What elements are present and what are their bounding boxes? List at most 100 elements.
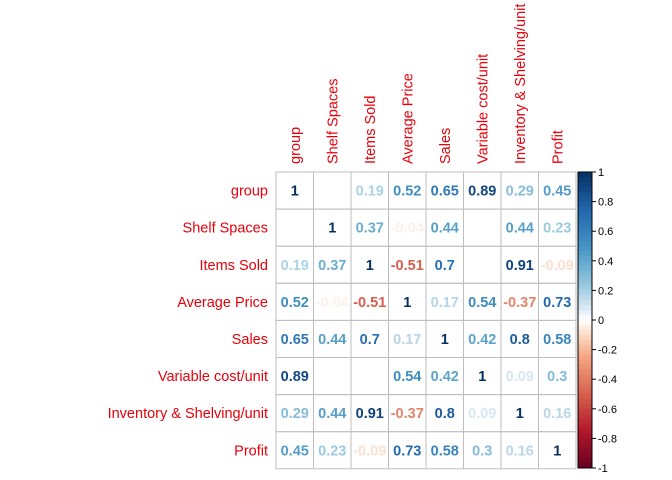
colorbar-segment [578,181,592,188]
colorbar-segment [578,231,592,237]
cell-value: 0.19 [281,258,309,274]
cell-value: 0.42 [431,369,459,385]
colorbar-segment [578,374,592,380]
cell-value: 0.23 [543,221,571,237]
cell-value: 0.65 [431,184,459,200]
row-label-shelf-spaces: Shelf Spaces [183,221,268,237]
cell-value: 0.45 [543,184,571,200]
colorbar: 1 0.8 0.6 0.4 0.2 0 -0.2 -0.4 -0.6 -0.8 -1 [577,167,617,475]
grid-cell [275,208,314,247]
colorbar-segment [578,433,592,439]
cell-value: 1 [516,406,524,422]
cell-value: -0.51 [391,258,424,274]
column-label-inventory-shelving-unit: Inventory & Shelving/unit [513,4,529,164]
cell-value: 0.73 [543,295,571,311]
colorbar-segment [578,339,592,346]
colorbar-tick-label: -0.4 [598,374,617,386]
column-labels: group Shelf Spaces Items Sold Average Price… [288,4,567,164]
grid-cell [313,171,352,210]
row-labels: group Shelf Spaces Items Sold Average Price… [108,184,268,460]
cell-value: 0.17 [431,295,459,311]
colorbar-segment [578,196,592,203]
column-label-sales: Sales [438,128,454,164]
colorbar-segment [578,329,592,336]
cell-value: 1 [553,443,561,459]
cell-value: 1 [403,295,411,311]
cell-value: 0.7 [360,332,380,348]
colorbar-segment [578,246,592,252]
cell-value: 0.91 [506,258,534,274]
colorbar-segment [578,315,592,321]
column-label-shelf-spaces: Shelf Spaces [325,79,341,164]
cell-value: 1 [478,369,486,385]
cell-value: 0.44 [431,221,459,237]
cell-value: 1 [366,258,374,274]
column-label-items-sold: Items Sold [363,96,379,165]
column-label-profit: Profit [550,130,566,164]
cell-value: 0.65 [281,332,309,348]
colorbar-segment [578,172,592,178]
colorbar-segment [578,295,592,301]
row-label-sales: Sales [232,332,268,348]
colorbar-segment [578,186,592,193]
row-label-average-price: Average Price [177,295,268,311]
cell-value: 0.44 [506,221,534,237]
colorbar-segment [578,285,592,291]
grid [275,171,577,470]
cell-value: 0.58 [543,332,571,348]
cell-value: 0.16 [506,443,534,459]
cell-value: 0.52 [393,184,421,200]
colorbar-segment [578,443,592,449]
colorbar-segment [578,398,592,405]
cell-values: 1 0.19 0.52 0.65 0.89 0.29 0.45 1 0.37 -0.04 0.44 0… [281,184,574,460]
colorbar-segment [578,344,592,351]
column-label-variable-cost-unit: Variable cost/unit [475,54,491,164]
grid-cell [313,357,352,396]
colorbar-segment [578,438,592,444]
cell-value: 0.16 [543,406,571,422]
cell-value: 0.09 [506,369,534,385]
colorbar-segment [578,389,592,395]
cell-value: 0.89 [281,369,309,385]
colorbar-segment [578,354,592,360]
colorbar-segment [578,305,592,311]
colorbar-tick-label: 1 [598,167,604,179]
cell-value: 0.42 [468,332,496,348]
colorbar-segment [578,320,592,326]
cell-value: 0.58 [431,443,459,459]
cell-value: 0.8 [510,332,530,348]
colorbar-tick-label: 0.6 [598,226,613,238]
row-label-items-sold: Items Sold [200,258,269,274]
colorbar-segment [578,201,592,208]
cell-value: 0.44 [318,406,346,422]
colorbar-segment [578,280,592,286]
grid-cell [350,357,389,396]
cell-value: 0.29 [281,406,309,422]
colorbar-segment [578,221,592,227]
cell-value: 0.37 [318,258,346,274]
colorbar-segment [578,241,592,247]
colorbar-segment [578,255,592,262]
colorbar-tick-label: -0.6 [598,404,617,416]
cell-value: 0.29 [506,184,534,200]
colorbar-segment [578,403,592,410]
colorbar-segment [578,384,592,390]
column-label-average-price: Average Price [400,73,416,164]
cell-value: 1 [291,184,299,200]
colorbar-segment [578,270,592,277]
colorbar-segment [578,324,592,331]
cell-value: 0.52 [281,295,309,311]
cell-value: 0.8 [435,406,455,422]
colorbar-tick-label: 0.4 [598,256,613,268]
colorbar-segment [578,290,592,296]
cell-value: 0.54 [468,295,496,311]
colorbar-segment [578,176,592,183]
cell-value: 0.45 [281,443,309,459]
cell-value: 1 [328,221,336,237]
colorbar-segment [578,359,592,365]
colorbar-tick-label: -1 [598,463,608,475]
cell-value: 0.19 [356,184,384,200]
colorbar-segment [578,206,592,212]
grid-cell [463,245,502,284]
